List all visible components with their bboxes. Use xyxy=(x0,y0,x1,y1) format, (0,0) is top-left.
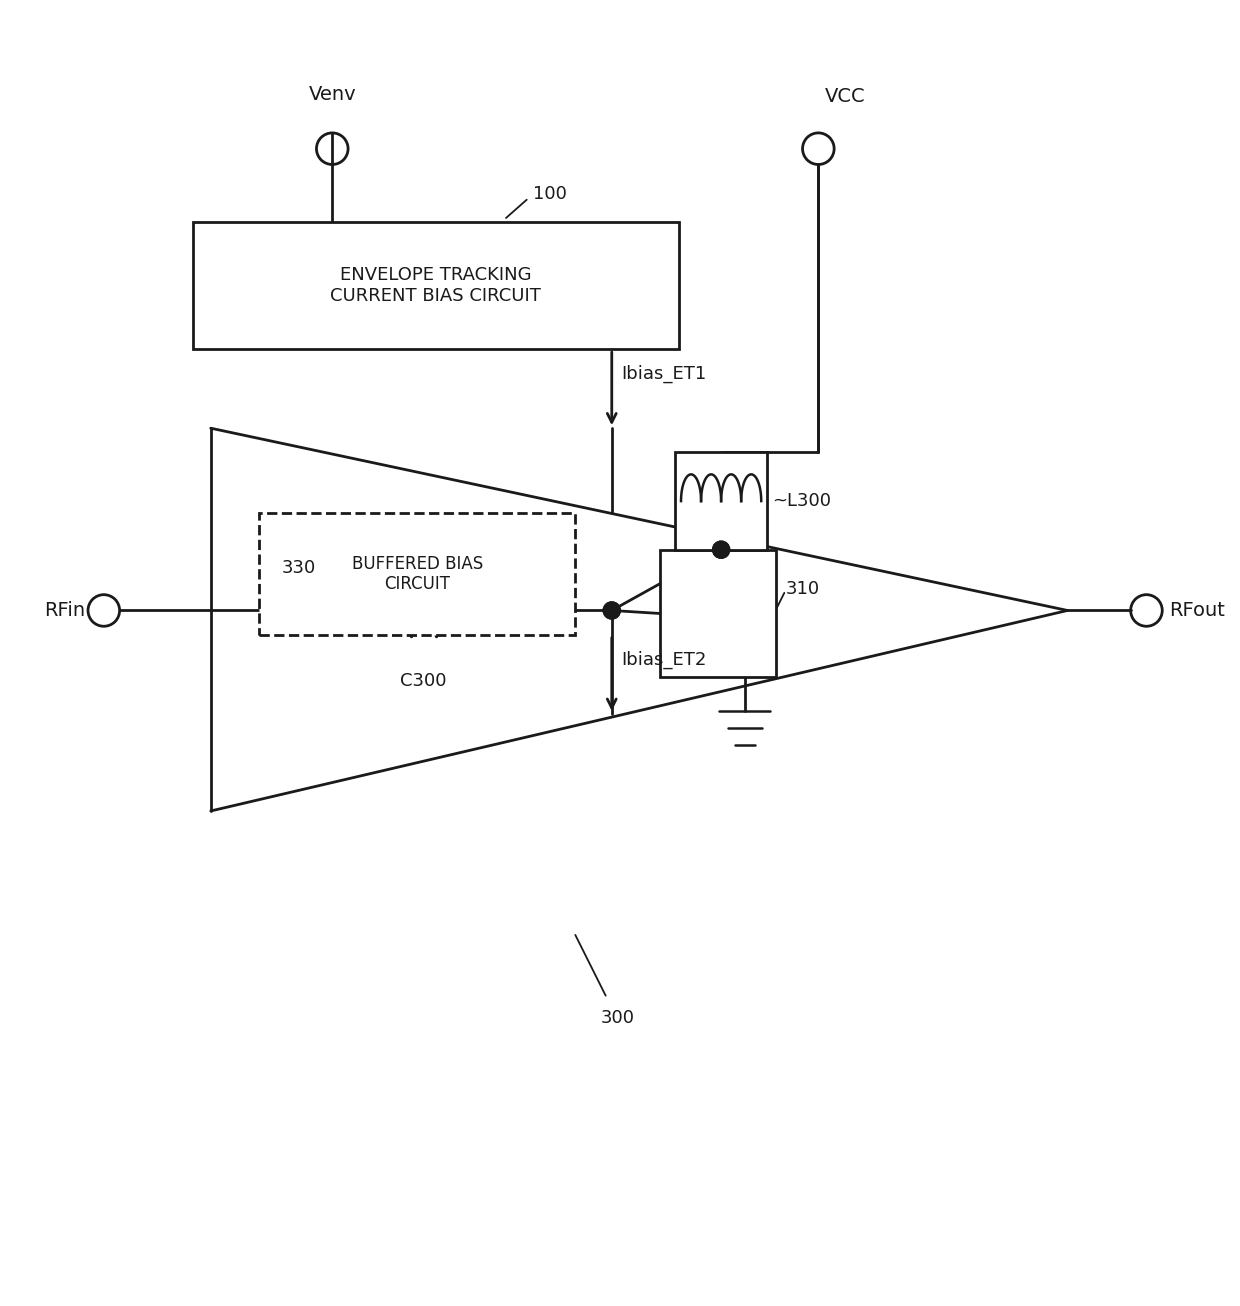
Text: 300: 300 xyxy=(601,1008,635,1027)
Text: ENVELOPE TRACKING
CURRENT BIAS CIRCUIT: ENVELOPE TRACKING CURRENT BIAS CIRCUIT xyxy=(330,266,541,304)
Text: Venv: Venv xyxy=(309,85,356,103)
Text: BUFFERED BIAS
CIRCUIT: BUFFERED BIAS CIRCUIT xyxy=(352,555,482,593)
Circle shape xyxy=(713,541,729,558)
Text: RFout: RFout xyxy=(1169,601,1225,620)
Text: VCC: VCC xyxy=(825,88,866,106)
Text: Ibias_ET1: Ibias_ET1 xyxy=(621,364,707,383)
Text: ~L300: ~L300 xyxy=(773,492,831,511)
Text: 310: 310 xyxy=(785,580,820,598)
Circle shape xyxy=(603,602,620,619)
Bar xyxy=(661,550,776,678)
Bar xyxy=(259,513,575,635)
Text: Ibias_ET2: Ibias_ET2 xyxy=(621,650,707,669)
Text: 100: 100 xyxy=(533,184,567,202)
Text: C300: C300 xyxy=(401,673,446,690)
Bar xyxy=(675,452,768,550)
Text: 330: 330 xyxy=(281,559,315,577)
Text: RFin: RFin xyxy=(45,601,86,620)
Circle shape xyxy=(713,541,729,558)
Circle shape xyxy=(603,602,620,619)
Bar xyxy=(192,222,678,349)
